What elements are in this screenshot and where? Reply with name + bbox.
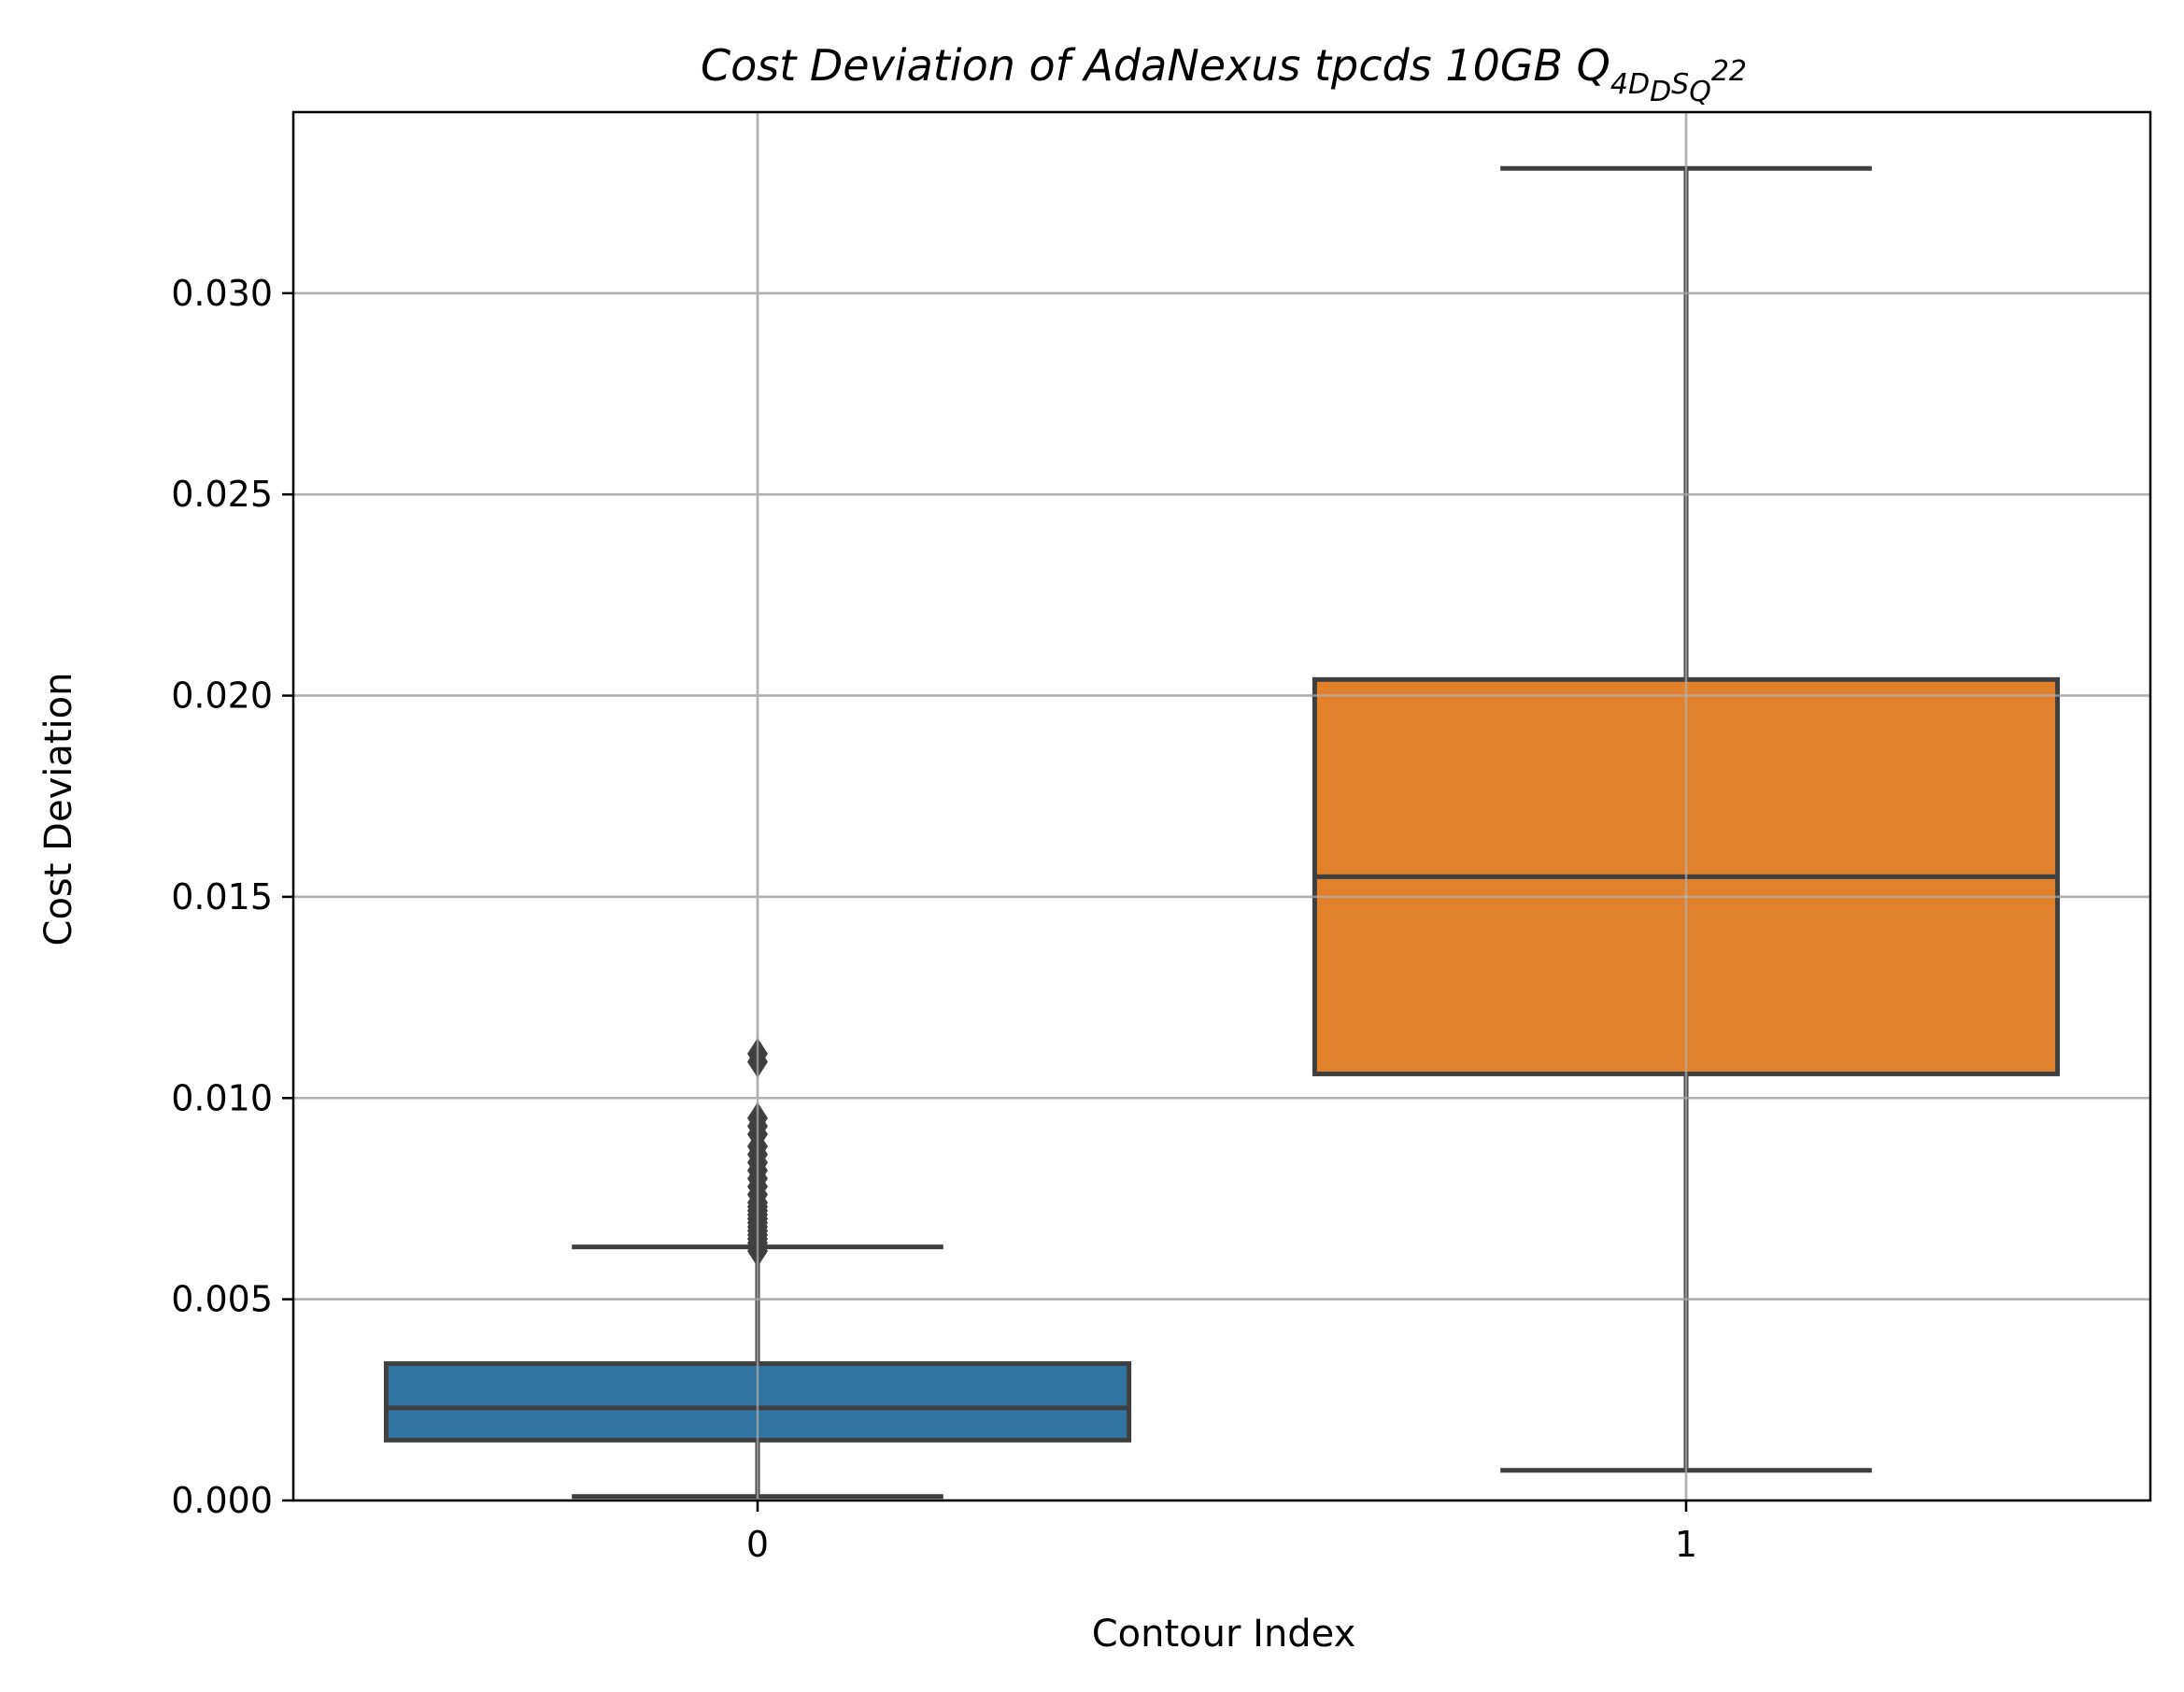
y-axis-label: Cost Deviation [37, 673, 80, 946]
y-tick-label: 0.005 [171, 1279, 273, 1320]
y-tick-label: 0.015 [171, 876, 273, 917]
y-tick-label: 0.030 [171, 273, 273, 314]
y-tick-label: 0.025 [171, 474, 273, 515]
x-tick-label: 1 [1675, 1524, 1697, 1565]
x-axis-label: Contour Index [1092, 1613, 1356, 1656]
axis-ticks: 0.000 0.005 0.010 0.015 0.020 0.025 0.030 0 1 [171, 273, 1697, 1565]
boxes [293, 112, 2150, 1502]
y-tick-label: 0.010 [171, 1077, 273, 1118]
x-tick-label: 0 [746, 1524, 769, 1565]
plot-frame [291, 110, 2152, 1502]
y-tick-label: 0.000 [171, 1480, 273, 1521]
y-tick-label: 0.020 [171, 675, 273, 717]
chart-title: Cost Deviation of AdaNexus tpcds 10GB Q4… [701, 40, 1747, 108]
